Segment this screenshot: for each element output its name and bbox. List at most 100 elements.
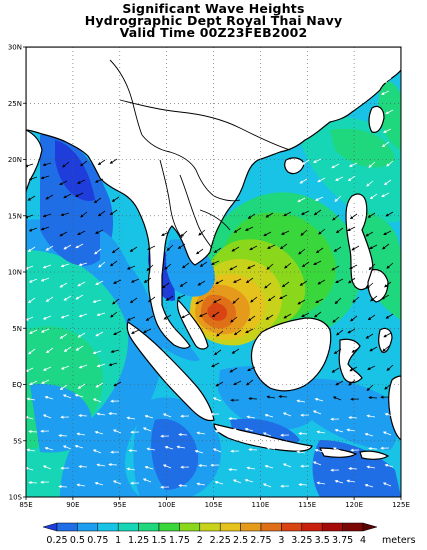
wind-arrow: [27, 195, 36, 201]
wind-arrow: [331, 367, 340, 373]
wind-arrow: [111, 196, 120, 202]
wind-arrow: [334, 297, 342, 305]
wind-arrow: [331, 265, 340, 271]
wind-arrow: [112, 298, 120, 305]
wind-arrow: [26, 415, 34, 420]
wind-arrow: [347, 328, 356, 334]
wind-arrow: [177, 294, 186, 299]
colorbar-min-triangle: [42, 522, 58, 532]
wind-arrow: [128, 449, 138, 453]
wind-arrow: [312, 461, 322, 466]
colorbar-level-label: 1.75: [169, 535, 190, 546]
wind-arrow: [381, 90, 390, 95]
wind-arrow: [92, 299, 102, 303]
wind-arrow: [108, 463, 118, 467]
wind-arrow: [180, 230, 188, 238]
wind-arrow: [211, 311, 220, 318]
wind-arrow: [77, 332, 86, 338]
wind-arrow: [143, 277, 152, 283]
colorbar-swatch: [117, 522, 139, 532]
colorbar-swatch: [77, 522, 99, 532]
wind-arrow: [296, 399, 306, 403]
colorbar-level-label: 2.25: [210, 535, 231, 546]
wind-arrow: [383, 179, 392, 186]
colorbar-max-triangle: [362, 522, 378, 532]
wind-arrow: [60, 314, 70, 319]
wind-arrow: [246, 379, 254, 386]
wind-arrow: [233, 227, 242, 233]
wind-arrow: [126, 265, 136, 270]
wind-arrow: [40, 277, 50, 282]
wind-arrow: [63, 193, 72, 199]
wind-arrow: [45, 245, 54, 251]
wind-arrow: [348, 467, 358, 471]
wind-arrow: [42, 213, 52, 218]
wind-arrow: [314, 448, 324, 453]
wind-arrow: [333, 348, 342, 355]
lon-tick-label: 120E: [345, 501, 363, 509]
wind-arrow: [283, 211, 292, 217]
wind-arrow: [42, 264, 52, 269]
wind-arrow: [364, 432, 374, 437]
wind-arrow: [97, 210, 106, 217]
wind-arrow: [282, 463, 292, 468]
lon-tick-label: 90E: [66, 501, 79, 509]
wind-arrow: [385, 211, 394, 217]
wind-arrow: [352, 194, 360, 201]
wind-arrow: [230, 316, 238, 323]
wind-arrow: [80, 211, 88, 218]
wind-arrow: [265, 314, 274, 320]
wind-arrow: [165, 295, 174, 301]
wind-arrow: [94, 481, 104, 486]
wind-arrow: [28, 348, 36, 355]
wind-arrow: [316, 430, 326, 434]
title-line-3: Valid Time 00Z23FEB2002: [119, 25, 308, 40]
wind-arrow: [298, 432, 308, 436]
wind-arrow: [315, 247, 324, 254]
wind-arrow: [109, 260, 118, 267]
colorbar-level-label: 1.5: [151, 535, 166, 546]
wind-arrow: [95, 229, 104, 234]
wind-arrow: [126, 467, 136, 471]
wind-arrow: [368, 263, 376, 271]
wind-arrow: [59, 282, 68, 288]
wind-arrow: [130, 278, 140, 283]
wind-arrow: [62, 445, 72, 450]
wind-arrow: [78, 262, 88, 267]
wind-arrow: [381, 141, 390, 148]
wind-arrow: [129, 297, 138, 304]
wind-arrow: [63, 346, 72, 352]
wind-arrow: [351, 245, 360, 251]
wind-arrow: [76, 432, 86, 436]
wind-arrow: [383, 230, 392, 235]
colorbar-units: meters: [382, 535, 416, 546]
wind-arrow: [267, 295, 276, 302]
wind-arrow: [108, 362, 118, 367]
wind-arrow: [352, 296, 360, 303]
wind-arrow: [263, 231, 272, 237]
colorbar-level-label: 4: [360, 535, 366, 546]
wind-arrow: [181, 262, 190, 269]
wind-arrow: [385, 58, 394, 65]
wind-arrow: [42, 162, 52, 167]
colorbar-swatch: [260, 522, 282, 532]
wind-arrow: [384, 463, 394, 468]
wind-arrow: [278, 446, 288, 450]
wind-arrow: [77, 230, 86, 235]
wind-arrow: [368, 161, 376, 168]
wind-arrow: [231, 348, 240, 354]
wind-arrow: [315, 298, 324, 303]
wind-arrow: [315, 196, 324, 201]
wind-arrow: [63, 244, 72, 250]
wind-arrow: [77, 179, 86, 184]
wind-arrow: [282, 412, 292, 417]
wind-arrow: [247, 366, 256, 371]
wind-arrow: [347, 175, 356, 182]
wind-arrow: [298, 248, 306, 255]
wind-arrow: [264, 464, 274, 469]
wind-arrow: [386, 364, 394, 372]
wind-arrow: [40, 175, 50, 180]
wind-arrow: [366, 282, 374, 289]
wind-arrow: [93, 197, 102, 204]
colorbar-level-label: 1: [115, 535, 121, 546]
